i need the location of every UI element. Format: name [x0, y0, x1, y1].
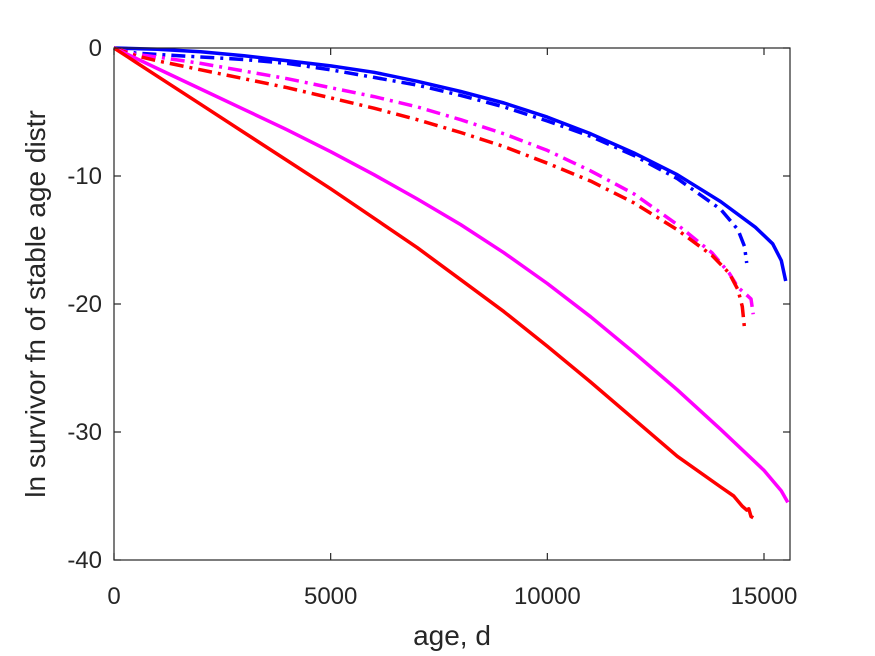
series-line-2: [113, 46, 749, 264]
series-line-4: [113, 46, 747, 329]
y-tick-label: -10: [67, 163, 102, 190]
plot-area: [114, 48, 790, 560]
series-line-1: [113, 46, 788, 282]
y-axis-label: ln survivor fn of stable age distr: [20, 110, 51, 498]
y-tick-label: -20: [67, 291, 102, 318]
x-tick-label: 0: [107, 583, 120, 610]
y-tick-label: -30: [67, 419, 102, 446]
tick-layer: 0 5000 10000 15000 0 -10 -20 -30 -40: [67, 35, 797, 610]
series-layer: [113, 46, 790, 520]
x-tick-label: 10000: [514, 583, 581, 610]
y-tick-label: -40: [67, 547, 102, 574]
series-line-6: [113, 46, 755, 520]
x-axis-label: age, d: [413, 620, 491, 651]
x-tick-label: 15000: [731, 583, 798, 610]
y-tick-label: 0: [89, 35, 102, 62]
x-tick-label: 5000: [304, 583, 357, 610]
series-line-5: [113, 46, 790, 504]
